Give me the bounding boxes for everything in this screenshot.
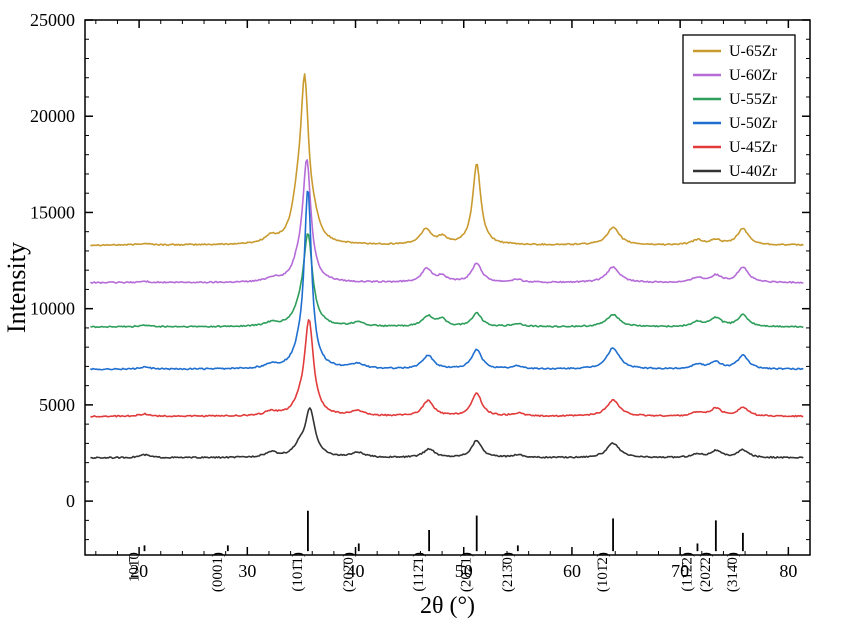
- y-tick-label: 25000: [30, 10, 75, 30]
- miller-index-label: (112̄1): [411, 552, 427, 591]
- y-tick-label: 20000: [30, 106, 75, 126]
- y-tick-label: 10000: [30, 299, 75, 319]
- y-tick-label: 5000: [39, 395, 75, 415]
- y-axis-label: Intensity: [2, 242, 31, 333]
- legend-label: U-60Zr: [729, 67, 778, 84]
- miller-index-label: (112̄2): [679, 552, 695, 591]
- x-tick-label: 60: [563, 561, 581, 581]
- miller-index-label: (202̄1): [459, 552, 475, 592]
- chart-svg: 2030405060708005000100001500020000250002…: [0, 0, 849, 636]
- miller-index-label: (202̄0): [341, 552, 357, 592]
- miller-index-label: (101̄2): [595, 552, 611, 592]
- xrd-chart: 2030405060708005000100001500020000250002…: [0, 0, 849, 636]
- x-axis-label: 2θ (°): [420, 593, 475, 619]
- y-tick-label: 15000: [30, 202, 75, 222]
- legend-label: U-55Zr: [729, 91, 778, 108]
- legend-label: U-45Zr: [729, 139, 778, 156]
- legend-label: U-65Zr: [729, 43, 778, 60]
- x-tick-label: 80: [779, 561, 797, 581]
- miller-index-label: (101̄1): [290, 552, 306, 591]
- y-tick-label: 0: [66, 491, 75, 511]
- miller-index-label: (0001): [210, 552, 226, 592]
- miller-index-label: (202̄2): [698, 552, 714, 592]
- miller-index-label: (213̄0): [500, 552, 516, 592]
- miller-index-label: (314̄0): [725, 552, 741, 592]
- legend-label: U-40Zr: [729, 163, 778, 180]
- x-tick-label: 30: [238, 561, 256, 581]
- miller-index-label: 101̄0: [127, 552, 143, 582]
- legend-label: U-50Zr: [729, 115, 778, 132]
